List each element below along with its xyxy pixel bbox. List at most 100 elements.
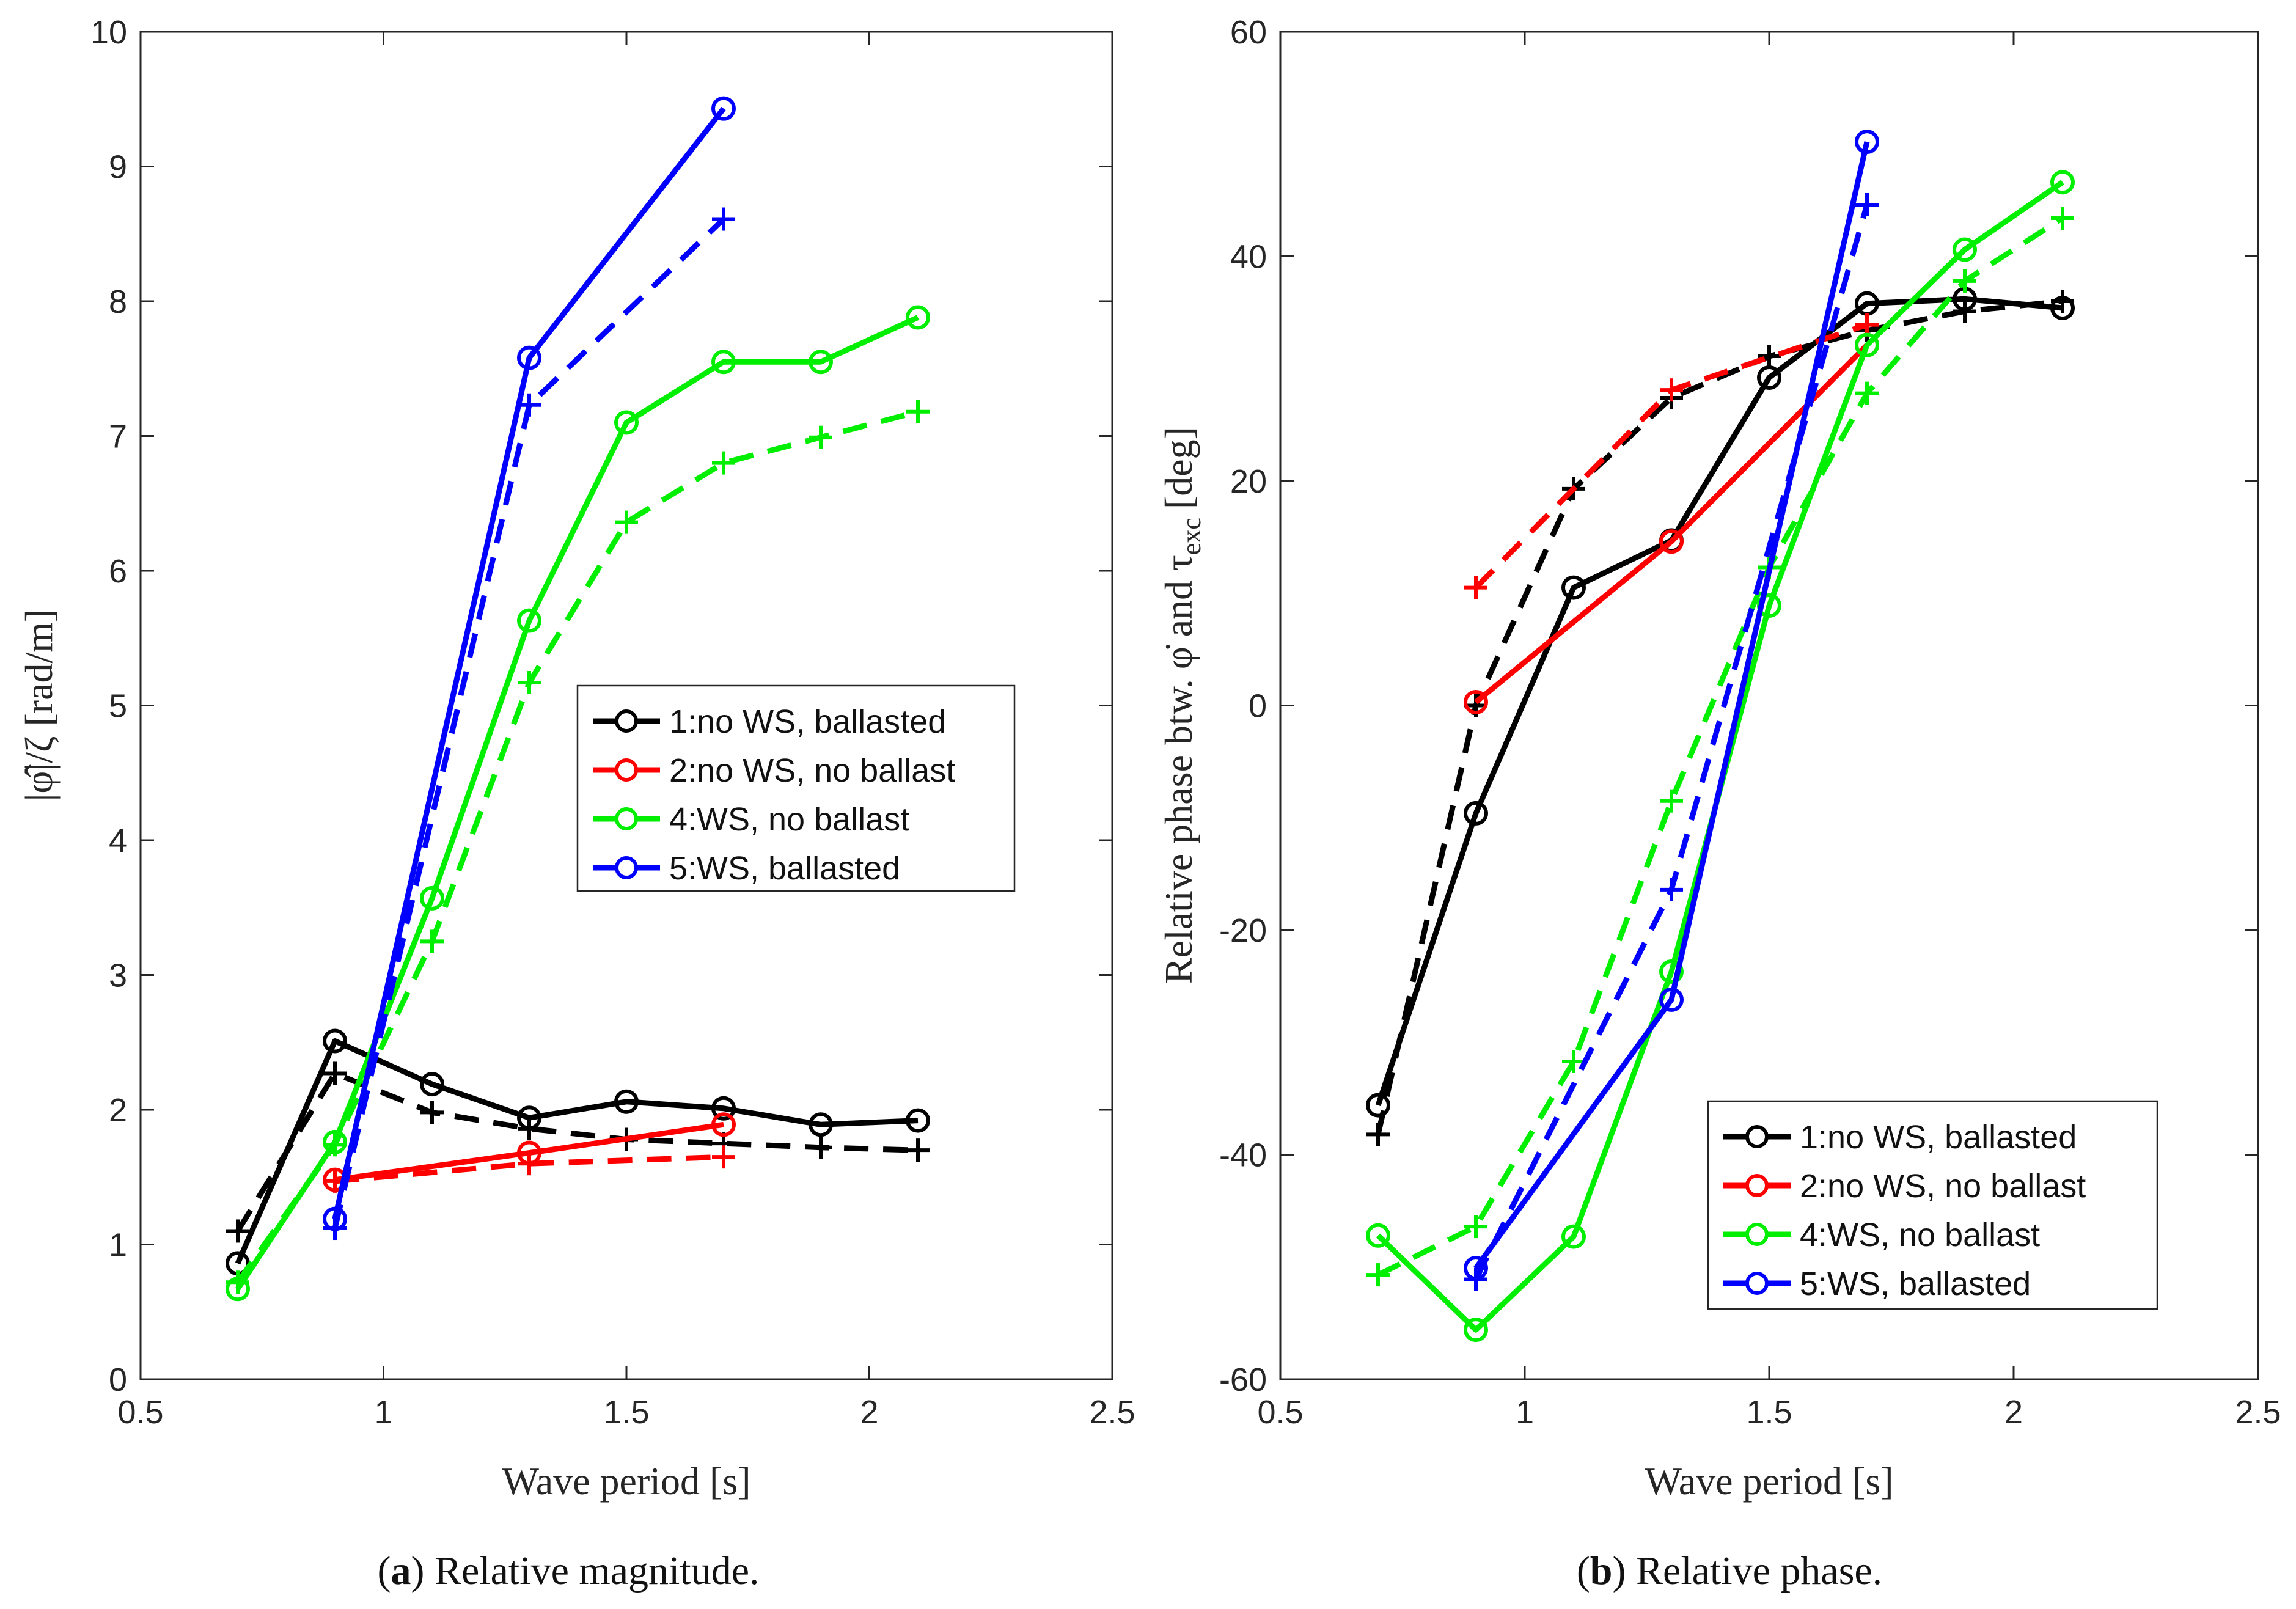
legend-label: 2:no WS, no ballast	[669, 752, 955, 789]
series-line	[332, 106, 726, 1220]
series-line	[1473, 322, 1868, 590]
data-point-plus	[226, 1270, 249, 1294]
panel-b: 0.5 1 1.5 2 2.5 -60 -40 -20 0 20 40 60 1:no WS, bal…	[1157, 14, 2281, 1593]
y-tick-label: 20	[1230, 463, 1267, 500]
legend-marker	[1745, 1272, 1769, 1295]
panel-a-caption: (a) Relative magnitude.	[378, 1549, 760, 1593]
data-point-plus	[712, 451, 735, 475]
legend-item: 4:WS, no ballast	[1723, 1217, 2040, 1253]
x-tick-label: 2.5	[2235, 1394, 2281, 1431]
series-8	[1464, 192, 1879, 1291]
data-point-circle	[1855, 130, 1879, 155]
panel-b-ylabel: Relative phase btw. φ̇ and τexc[deg]	[1157, 427, 1206, 984]
legend-marker	[615, 758, 638, 782]
data-point-plus	[1758, 345, 1781, 368]
data-point-circle	[420, 1072, 444, 1097]
series-line	[235, 1038, 919, 1265]
data-point-plus	[1953, 299, 1976, 323]
legend-label: 4:WS, no ballast	[1800, 1217, 2040, 1253]
data-point-plus	[1660, 878, 1683, 901]
data-point-plus	[518, 1116, 541, 1140]
y-tick-label: 0	[1249, 688, 1267, 725]
data-point-circle	[809, 350, 833, 375]
panel-b-xlabel: Wave period [s]	[1645, 1459, 1893, 1503]
panel-b-legend: 1:no WS, ballasted 2:no WS, no ballast 4:W…	[1707, 1100, 2158, 1310]
data-point-plus	[323, 1133, 347, 1157]
series-4	[323, 1145, 735, 1193]
data-point-plus	[226, 1219, 249, 1243]
series-7	[323, 96, 736, 1231]
y-tick-label: 10	[90, 14, 127, 51]
legend-label: 2:no WS, no ballast	[1800, 1168, 2086, 1204]
series-line	[235, 1071, 919, 1233]
data-point-circle	[420, 885, 444, 911]
data-point-circle	[2050, 170, 2075, 195]
data-point-plus	[518, 671, 541, 695]
y-tick-label: -40	[1219, 1137, 1267, 1174]
data-point-circle	[614, 410, 639, 435]
data-point-plus	[1366, 1123, 1390, 1146]
legend-item: 5:WS, ballasted	[593, 850, 900, 887]
data-point-plus	[1366, 1263, 1390, 1287]
data-point-plus	[906, 400, 930, 423]
data-point-circle	[711, 1112, 736, 1137]
x-tick-label: 0.5	[1257, 1394, 1303, 1431]
legend-marker	[615, 856, 638, 879]
data-point-circle	[1464, 1318, 1488, 1343]
y-tick-label: 5	[109, 688, 127, 725]
x-tick-label: 1	[1516, 1394, 1534, 1431]
series-line	[1375, 296, 2063, 1107]
series-5	[226, 305, 930, 1302]
y-tick-label: 1	[109, 1227, 127, 1264]
data-point-circle	[1464, 801, 1488, 826]
data-point-plus	[1464, 1267, 1487, 1291]
series-1	[1366, 287, 2075, 1118]
data-point-circle	[517, 345, 541, 370]
data-point-plus	[1660, 378, 1683, 402]
panel-a-ylabel: |φ̂|/ζ [rad/m]	[17, 609, 61, 802]
data-point-circle	[1855, 332, 1879, 357]
data-point-circle	[1659, 529, 1684, 554]
legend-label: 4:WS, no ballast	[669, 801, 909, 838]
series-4	[1464, 313, 1879, 599]
series-line	[332, 217, 726, 1230]
data-point-plus	[1562, 1049, 1585, 1073]
legend-marker	[615, 709, 638, 733]
legend-marker	[615, 807, 638, 830]
legend-label: 5:WS, ballasted	[1800, 1266, 2031, 1302]
data-point-plus	[615, 510, 638, 534]
x-tick-label: 2	[860, 1394, 878, 1431]
series-line	[235, 409, 919, 1284]
legend-item: 4:WS, no ballast	[593, 801, 909, 838]
data-point-plus	[1464, 1215, 1487, 1239]
panel-b-caption: (b) Relative phase.	[1577, 1549, 1882, 1593]
y-tick-label: -20	[1219, 912, 1267, 949]
series-6	[226, 400, 930, 1294]
series-2	[1366, 290, 2074, 1146]
data-point-plus	[809, 425, 832, 449]
data-point-plus	[2051, 290, 2074, 313]
data-point-plus	[712, 207, 735, 231]
panel-a-xlabel: Wave period [s]	[502, 1459, 750, 1503]
legend-marker	[1745, 1223, 1769, 1246]
data-point-plus	[1464, 576, 1487, 599]
data-point-circle	[711, 350, 736, 375]
data-point-circle	[1953, 237, 1977, 262]
data-point-plus	[712, 1145, 735, 1169]
data-point-plus	[809, 1135, 832, 1159]
data-point-circle	[1464, 689, 1488, 714]
data-point-plus	[2051, 207, 2074, 230]
data-point-plus	[906, 1138, 930, 1162]
data-point-circle	[323, 1028, 347, 1054]
x-tick-label: 0.5	[117, 1394, 163, 1431]
data-point-circle	[1366, 1093, 1390, 1118]
series-line	[1375, 298, 2063, 1135]
y-tick-label: 3	[109, 958, 127, 994]
y-tick-label: 40	[1230, 239, 1267, 276]
panel-a: 0.5 1 1.5 2 2.5 0 1 2 3 4 5 6 7 8 9 10 1:no WS, ballast…	[17, 14, 1135, 1593]
series-8	[323, 207, 735, 1241]
data-point-plus	[1660, 789, 1683, 813]
x-tick-label: 2.5	[1089, 1394, 1135, 1431]
data-point-plus	[1855, 192, 1879, 216]
